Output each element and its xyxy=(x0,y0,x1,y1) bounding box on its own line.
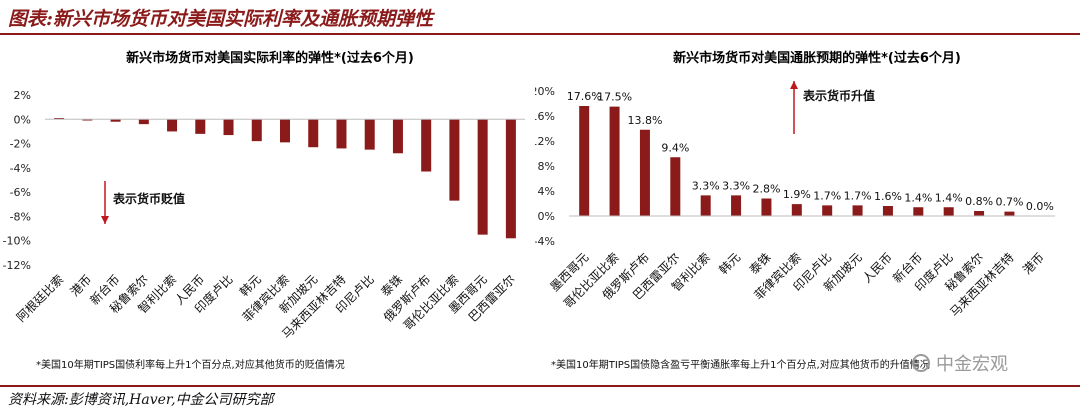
right-ytick-label: 16% xyxy=(535,110,555,123)
left-bar xyxy=(421,119,432,172)
right-data-label: 13.8% xyxy=(627,114,662,127)
right-ytick-label: 0% xyxy=(538,210,555,223)
left-ytick-label: -8% xyxy=(10,210,31,223)
left-ytick-label: -12% xyxy=(3,259,31,272)
figure-title: 图表:新兴市场货币对美国实际利率及通胀预期弹性 xyxy=(8,8,434,30)
right-data-label: 1.7% xyxy=(813,189,841,202)
source-note: 资料来源:彭博资讯,Haver,中金公司研究部 xyxy=(8,392,274,408)
right-data-label: 1.6% xyxy=(874,190,902,203)
left-bar xyxy=(308,119,319,148)
source-divider xyxy=(0,385,1080,387)
chart-right-svg: 新兴市场货币对美国通胀预期的弹性*(过去6个月) 20% 16% 12% 8% 4% 0% -… xyxy=(535,50,1055,371)
left-footnote: *美国10年期TIPS国债利率每上升1个百分点,对应其他货币的贬值情况 xyxy=(36,358,345,371)
left-bar xyxy=(449,119,460,201)
left-ytick-label: -6% xyxy=(10,186,31,199)
left-ytick-label: 2% xyxy=(14,89,31,102)
title-divider xyxy=(0,33,1080,35)
right-bar xyxy=(943,207,954,216)
right-category-label: 港币 xyxy=(1020,250,1047,277)
left-bar xyxy=(505,119,516,239)
right-category-label: 人民币 xyxy=(860,250,895,285)
left-bar xyxy=(138,119,149,125)
left-bar xyxy=(223,119,234,136)
wechat-icon xyxy=(912,354,930,372)
right-data-label: 1.9% xyxy=(783,188,811,201)
watermark-text: 中金宏观 xyxy=(936,354,1008,375)
right-footnote: *美国10年期TIPS国债隐含盈亏平衡通胀率每上升1个百分点,对应其他货币的升值… xyxy=(551,358,930,371)
left-bar xyxy=(364,119,375,150)
right-bar xyxy=(731,195,742,216)
right-data-label: 3.3% xyxy=(722,179,750,192)
left-bar xyxy=(251,119,262,142)
right-data-label: 17.5% xyxy=(597,91,632,104)
right-bar xyxy=(974,211,985,216)
right-bar xyxy=(579,106,590,216)
right-category-label: 韩元 xyxy=(716,250,744,278)
right-bar xyxy=(913,207,924,216)
right-ytick-label: 4% xyxy=(538,185,555,198)
left-annotation: 表示货币贬值 xyxy=(112,191,185,206)
left-bar xyxy=(167,119,178,132)
right-bar xyxy=(700,195,711,216)
right-data-label: 0.8% xyxy=(965,195,993,208)
right-data-label: 1.4% xyxy=(904,191,932,204)
left-ytick-label: 0% xyxy=(14,113,31,126)
right-ytick-label: -4% xyxy=(535,235,555,248)
right-category-label: 泰铢 xyxy=(746,250,774,278)
left-bar xyxy=(195,119,206,134)
left-bar xyxy=(280,119,290,143)
right-data-label: 3.3% xyxy=(692,179,720,192)
left-annotation-arrowhead xyxy=(101,216,109,224)
right-data-label: 9.4% xyxy=(661,141,689,154)
left-bar xyxy=(477,119,488,235)
right-bar xyxy=(882,206,893,216)
right-bar xyxy=(761,198,772,216)
right-bar xyxy=(791,204,802,216)
right-data-label: 1.4% xyxy=(935,191,963,204)
right-bar xyxy=(1004,211,1015,216)
right-data-label: 0.7% xyxy=(995,196,1023,209)
right-bar xyxy=(852,205,863,216)
left-bar xyxy=(82,119,93,121)
right-bar xyxy=(609,106,620,216)
chart-right-panel: 新兴市场货币对美国通胀预期的弹性*(过去6个月) 20% 16% 12% 8% 4% 0% -… xyxy=(535,36,1080,381)
right-bar xyxy=(639,129,650,216)
right-annotation-arrowhead xyxy=(790,81,798,89)
right-bar xyxy=(822,205,833,216)
watermark: 中金宏观 xyxy=(912,350,1008,376)
right-data-label: 0.0% xyxy=(1026,200,1054,213)
right-data-label: 2.8% xyxy=(752,183,780,196)
left-ytick-label: -2% xyxy=(10,138,31,151)
left-ytick-label: -4% xyxy=(10,162,31,175)
left-ytick-label: -10% xyxy=(3,235,31,248)
left-bar xyxy=(54,118,65,120)
left-title: 新兴市场货币对美国实际利率的弹性*(过去6个月) xyxy=(126,50,414,66)
right-ytick-label: 8% xyxy=(538,160,555,173)
right-title: 新兴市场货币对美国通胀预期的弹性*(过去6个月) xyxy=(673,50,961,66)
right-ytick-label: 20% xyxy=(535,85,555,98)
chart-left-svg: 新兴市场货币对美国实际利率的弹性*(过去6个月) 2% 0% -2% -4% -6% -8%… xyxy=(3,50,525,371)
left-category-label: 阿根廷比索 xyxy=(14,272,66,324)
left-bar xyxy=(110,119,121,122)
right-ytick-label: 12% xyxy=(535,135,555,148)
right-data-label: 1.7% xyxy=(844,189,872,202)
left-bar xyxy=(392,119,403,154)
right-data-label: 17.6% xyxy=(567,90,602,103)
left-bar xyxy=(336,119,347,149)
chart-left-panel: 新兴市场货币对美国实际利率的弹性*(过去6个月) 2% 0% -2% -4% -6% -8%… xyxy=(0,36,530,381)
right-bar xyxy=(670,157,681,216)
right-annotation: 表示货币升值 xyxy=(802,88,875,103)
